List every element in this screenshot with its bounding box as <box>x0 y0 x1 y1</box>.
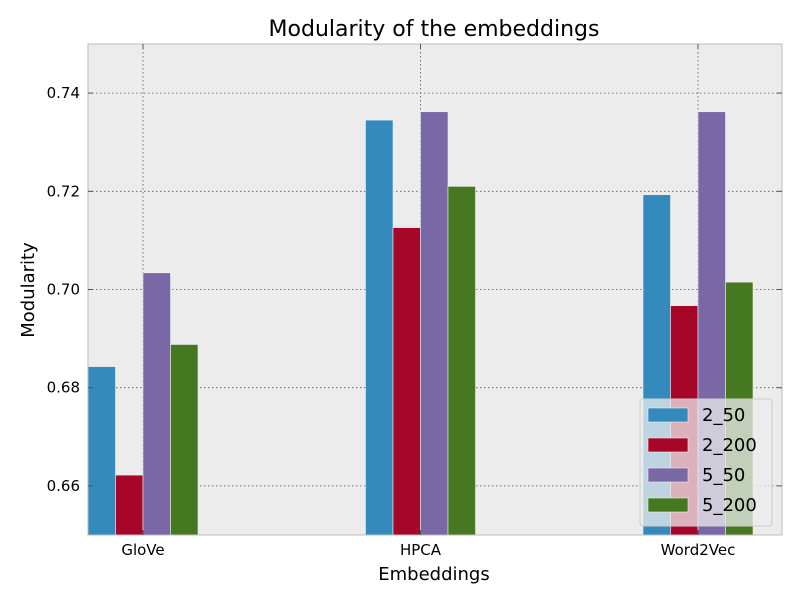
bar-5_200-HPCA <box>447 186 476 536</box>
legend-label-5_50: 5_50 <box>702 465 745 486</box>
bars <box>87 111 754 536</box>
bar-5_50-HPCA <box>420 111 449 536</box>
y-tick-label: 0.70 <box>47 281 80 299</box>
bar-2_200-GloVe <box>115 474 144 536</box>
legend-swatch-5_200 <box>647 497 689 513</box>
legend: 2_50 2_200 5_50 5_200 <box>639 398 773 527</box>
legend-box <box>639 398 773 527</box>
bar-5_50-GloVe <box>142 272 171 536</box>
y-axis-label: Modularity <box>18 242 39 338</box>
x-tick-label: Word2Vec <box>661 541 736 559</box>
legend-label-5_200: 5_200 <box>702 495 757 516</box>
legend-swatch-5_50 <box>647 467 689 483</box>
x-axis-label: Embeddings <box>378 564 489 585</box>
y-tick-label: 0.66 <box>47 477 80 495</box>
chart-title: Modularity of the embeddings <box>269 17 600 42</box>
bar-2_200-HPCA <box>392 227 421 536</box>
legend-swatch-2_50 <box>647 407 689 423</box>
legend-swatch-2_200 <box>647 437 689 453</box>
y-tick-label: 0.72 <box>47 182 80 200</box>
axis-ticks: 0.66 0.68 0.70 0.72 0.74 GloVe HPCA Word2Vec <box>47 44 782 559</box>
legend-label-2_200: 2_200 <box>702 435 757 456</box>
bar-2_50-HPCA <box>365 119 394 536</box>
bar-2_50-GloVe <box>87 366 116 536</box>
y-tick-label: 0.74 <box>47 84 80 102</box>
bar-5_200-GloVe <box>170 344 199 536</box>
x-tick-label: HPCA <box>400 541 442 559</box>
legend-label-2_50: 2_50 <box>702 405 745 426</box>
y-tick-label: 0.68 <box>47 379 80 397</box>
x-tick-label: GloVe <box>121 541 164 559</box>
